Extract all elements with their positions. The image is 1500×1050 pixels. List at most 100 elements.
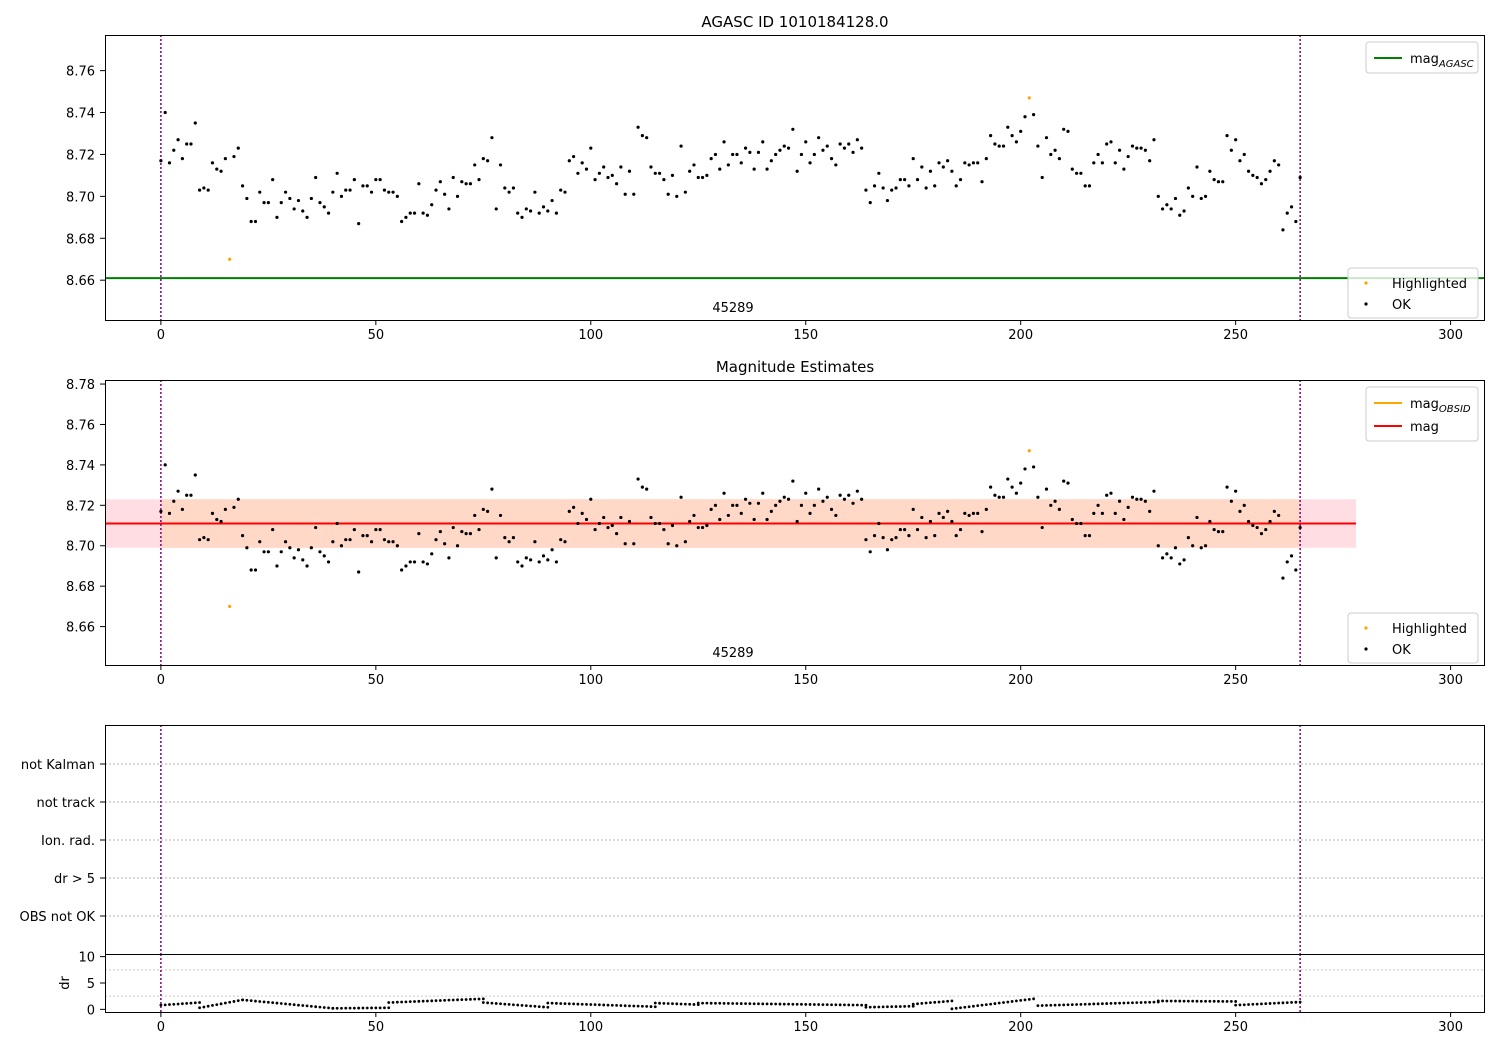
ok-point (967, 163, 971, 167)
plot-frame (105, 35, 1485, 321)
ok-point (1100, 511, 1104, 516)
ok-point (1285, 211, 1289, 215)
dr-point (645, 1005, 649, 1008)
x-tick-label: 300 (1438, 673, 1463, 688)
ok-point (817, 136, 821, 140)
ok-point (860, 146, 864, 150)
dr-point (202, 1005, 206, 1009)
ok-point (937, 511, 941, 516)
ok-point (1083, 184, 1087, 188)
ok-point (1277, 513, 1281, 518)
x-tick-label: 200 (1008, 328, 1033, 343)
ok-point (185, 142, 189, 146)
ok-point (649, 165, 653, 169)
ok-point (928, 169, 933, 173)
dr-point (838, 1003, 842, 1007)
ok-point (726, 513, 730, 518)
ok-point (305, 564, 309, 568)
ok-point (683, 190, 687, 194)
dr-point (451, 998, 455, 1002)
magnitude-estimates-panel: Magnitude Estimates 0 50 100 150 200 250 300 8.… (66, 358, 1485, 688)
ok-point (167, 511, 172, 516)
ok-point (808, 511, 812, 516)
ok-point (662, 177, 666, 182)
ok-point (997, 495, 1001, 499)
dr-point (1023, 998, 1027, 1002)
ok-point (614, 532, 619, 536)
ok-point (249, 219, 253, 224)
ok-point (761, 491, 765, 495)
ok-point (627, 169, 632, 173)
ok-point (498, 163, 503, 167)
dr-point (254, 999, 257, 1003)
ok-point (490, 136, 494, 140)
dr-point (288, 1002, 292, 1006)
legend-box (1365, 386, 1479, 442)
x-tick-label: 50 (368, 1020, 385, 1035)
ok-point (958, 527, 963, 532)
ok-point (890, 188, 894, 192)
flag-row-label: Ion. rad. (41, 834, 95, 849)
dr-point (533, 1004, 537, 1008)
ok-point (1105, 142, 1109, 146)
dr-point (653, 1001, 657, 1005)
dr-point (1143, 1000, 1147, 1004)
dr-point (1113, 1001, 1117, 1005)
dr-point (666, 1002, 670, 1005)
ok-point (365, 534, 369, 538)
ok-point (421, 560, 425, 564)
legend-point-swatch (1364, 302, 1368, 306)
dr-point (1281, 1001, 1285, 1005)
ok-point (1221, 529, 1225, 534)
ok-point (266, 201, 270, 205)
ok-point (1070, 167, 1074, 171)
ok-point (1255, 175, 1259, 180)
ok-point (976, 161, 980, 165)
ok-point (292, 556, 296, 560)
ok-point (593, 527, 597, 532)
ok-point (361, 534, 365, 538)
highlighted-point (228, 257, 232, 261)
ok-point (1178, 562, 1182, 566)
dr-point (1294, 1000, 1298, 1004)
ok-point (400, 568, 404, 572)
dr-point (408, 1000, 412, 1004)
dr-point (791, 1002, 795, 1006)
ok-point (1130, 144, 1135, 148)
ok-point (576, 171, 580, 175)
ok-point (253, 568, 258, 572)
dr-point (516, 1003, 520, 1007)
ok-point (941, 165, 945, 169)
ok-point (507, 540, 511, 544)
ok-point (670, 523, 675, 528)
dr-point (447, 998, 451, 1002)
y-tick-label: 8.66 (66, 621, 95, 636)
dr-point (744, 1002, 747, 1006)
ok-point (486, 509, 490, 513)
dr-point (683, 1002, 687, 1006)
ok-point (739, 161, 743, 165)
ok-point (1070, 517, 1074, 522)
ok-point (898, 177, 902, 182)
ok-point (645, 487, 649, 491)
ok-point (911, 157, 915, 161)
ok-point (1105, 493, 1109, 497)
ok-point (1148, 159, 1152, 163)
dr-point (709, 1001, 713, 1005)
dr-point (1006, 1000, 1010, 1004)
dr-point (1212, 999, 1216, 1003)
dr-point (374, 1006, 378, 1010)
ok-point (1285, 560, 1289, 564)
ok-point (735, 152, 739, 157)
dr-point (1234, 1003, 1238, 1007)
ok-point (890, 538, 894, 542)
dr-point (984, 1003, 988, 1007)
ok-point (1122, 167, 1126, 171)
ok-point (1156, 194, 1160, 198)
dr-point (318, 1005, 322, 1009)
ok-point (425, 562, 430, 566)
ok-point (1199, 196, 1203, 201)
ok-point (1001, 495, 1006, 499)
ok-point (623, 192, 627, 196)
ok-point (1195, 515, 1199, 520)
